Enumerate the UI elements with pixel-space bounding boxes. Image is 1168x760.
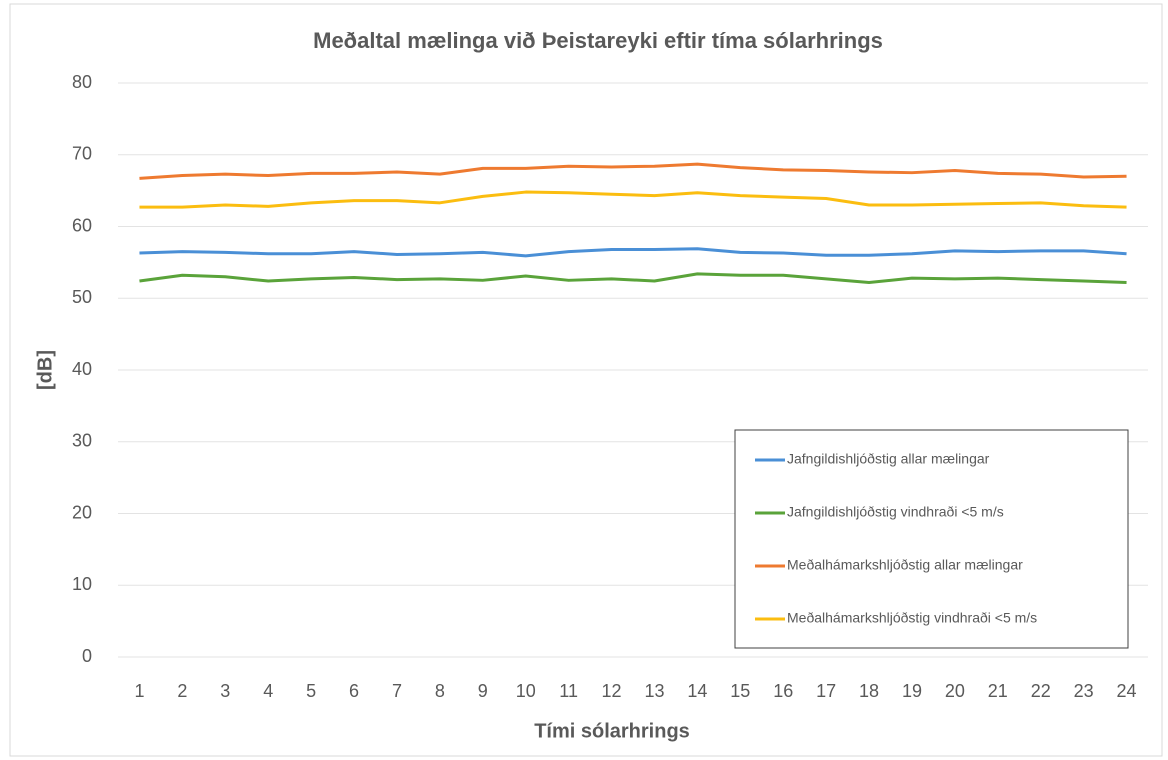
x-tick-label: 3 <box>220 681 230 701</box>
x-tick-label: 6 <box>349 681 359 701</box>
y-tick-label: 20 <box>72 502 92 522</box>
x-tick-label: 12 <box>602 681 622 701</box>
data-line <box>139 190 1127 209</box>
x-tick-label: 16 <box>773 681 793 701</box>
legend-label: Meðalhámarkshljóðstig vindhraði <5 m/s <box>787 610 1037 626</box>
x-tick-label: 1 <box>134 681 144 701</box>
y-tick-label: 10 <box>72 574 92 594</box>
x-tick-label: 10 <box>516 681 536 701</box>
data-line <box>139 247 1127 258</box>
data-line <box>139 162 1127 180</box>
x-tick-label: 15 <box>730 681 750 701</box>
y-tick-label: 50 <box>72 287 92 307</box>
x-tick-label: 18 <box>859 681 879 701</box>
x-axis-label: Tími sólarhrings <box>534 720 690 742</box>
y-tick-label: 80 <box>72 72 92 92</box>
y-tick-label: 40 <box>72 359 92 379</box>
chart-title: Meðaltal mælinga við Þeistareyki eftir t… <box>313 28 883 53</box>
x-tick-label: 13 <box>644 681 664 701</box>
x-tick-label: 7 <box>392 681 402 701</box>
y-tick-label: 60 <box>72 215 92 235</box>
x-tick-label: 8 <box>435 681 445 701</box>
x-tick-label: 11 <box>559 681 578 701</box>
x-tick-label: 9 <box>478 681 488 701</box>
x-tick-label: 23 <box>1074 681 1094 701</box>
x-tick-label: 19 <box>902 681 922 701</box>
x-tick-label: 5 <box>306 681 316 701</box>
y-axis-label: [dB] <box>34 350 56 390</box>
x-tick-label: 4 <box>263 681 273 701</box>
x-tick-label: 20 <box>945 681 965 701</box>
x-tick-label: 21 <box>988 681 1008 701</box>
x-tick-label: 14 <box>687 681 707 701</box>
x-tick-label: 24 <box>1117 681 1137 701</box>
y-tick-label: 30 <box>72 431 92 451</box>
y-tick-label: 70 <box>72 144 92 164</box>
legend-label: Meðalhámarkshljóðstig allar mælingar <box>787 557 1023 573</box>
x-tick-label: 2 <box>177 681 187 701</box>
legend-label: Jafngildishljóðstig vindhraði <5 m/s <box>787 504 1004 520</box>
data-line <box>139 272 1127 284</box>
legend-box <box>734 429 1129 649</box>
legend-label: Jafngildishljóðstig allar mælingar <box>787 451 990 467</box>
y-tick-label: 0 <box>82 646 92 666</box>
x-tick-label: 22 <box>1031 681 1051 701</box>
x-tick-label: 17 <box>816 681 836 701</box>
